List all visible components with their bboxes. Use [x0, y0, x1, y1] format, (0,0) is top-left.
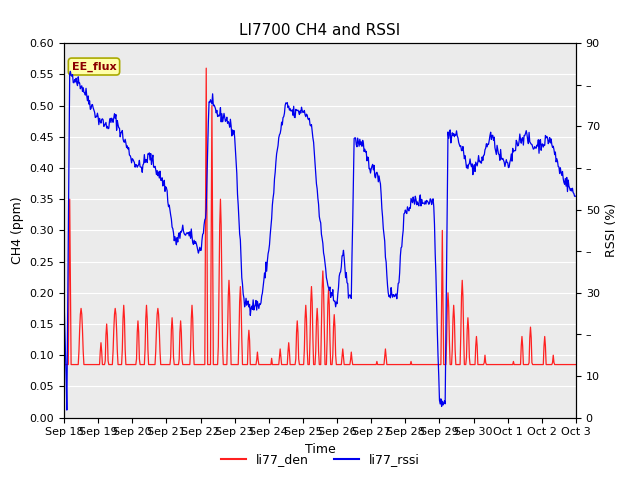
Legend: li77_den, li77_rssi: li77_den, li77_rssi — [216, 448, 424, 471]
Line: li77_rssi: li77_rssi — [64, 72, 576, 410]
Y-axis label: RSSI (%): RSSI (%) — [605, 204, 618, 257]
X-axis label: Time: Time — [305, 443, 335, 456]
Line: li77_den: li77_den — [64, 68, 576, 365]
Y-axis label: CH4 (ppm): CH4 (ppm) — [11, 197, 24, 264]
Title: LI7700 CH4 and RSSI: LI7700 CH4 and RSSI — [239, 23, 401, 38]
Text: EE_flux: EE_flux — [72, 61, 116, 72]
